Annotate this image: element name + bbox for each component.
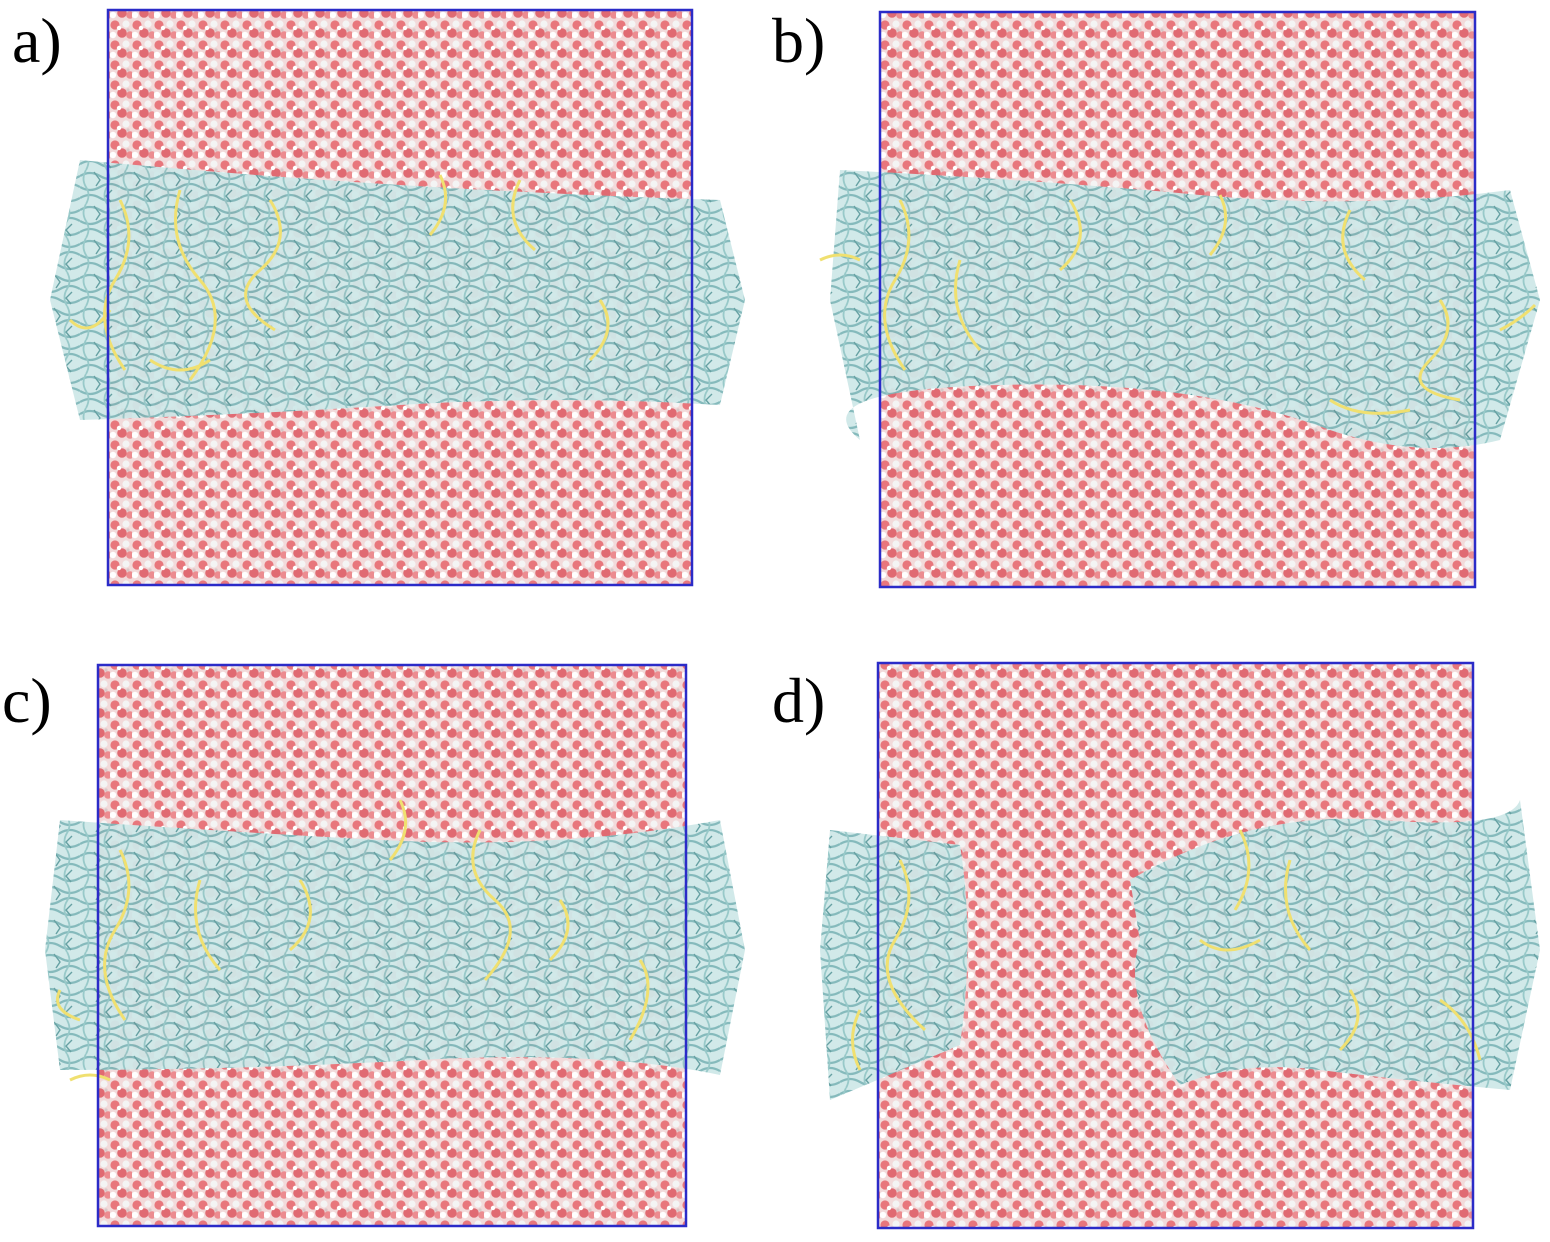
panel-a: a) bbox=[12, 5, 745, 587]
panel-label: b) bbox=[772, 5, 825, 76]
simulation-box bbox=[96, 663, 688, 1228]
panel-d: d) bbox=[772, 661, 1540, 1230]
simulation-box bbox=[878, 10, 1477, 589]
lipid-tails bbox=[851, 829, 1482, 1071]
lipid-bilayer bbox=[830, 170, 1540, 448]
panel-label: d) bbox=[772, 665, 825, 736]
panel-b: b) bbox=[772, 5, 1540, 589]
panel-c: c) bbox=[2, 663, 745, 1228]
lipid-tails bbox=[68, 174, 610, 381]
lipid-tails bbox=[56, 799, 650, 1082]
panel-label: c) bbox=[2, 665, 52, 736]
lipid-tails bbox=[819, 194, 1537, 415]
lipid-bilayer bbox=[45, 820, 745, 1075]
simulation-box bbox=[106, 8, 694, 587]
lipid-bilayer bbox=[820, 830, 968, 1100]
lipid-bilayer bbox=[50, 160, 745, 420]
simulation-box bbox=[876, 661, 1475, 1230]
lipid-bilayer bbox=[1130, 800, 1540, 1090]
panel-label: a) bbox=[12, 5, 62, 76]
